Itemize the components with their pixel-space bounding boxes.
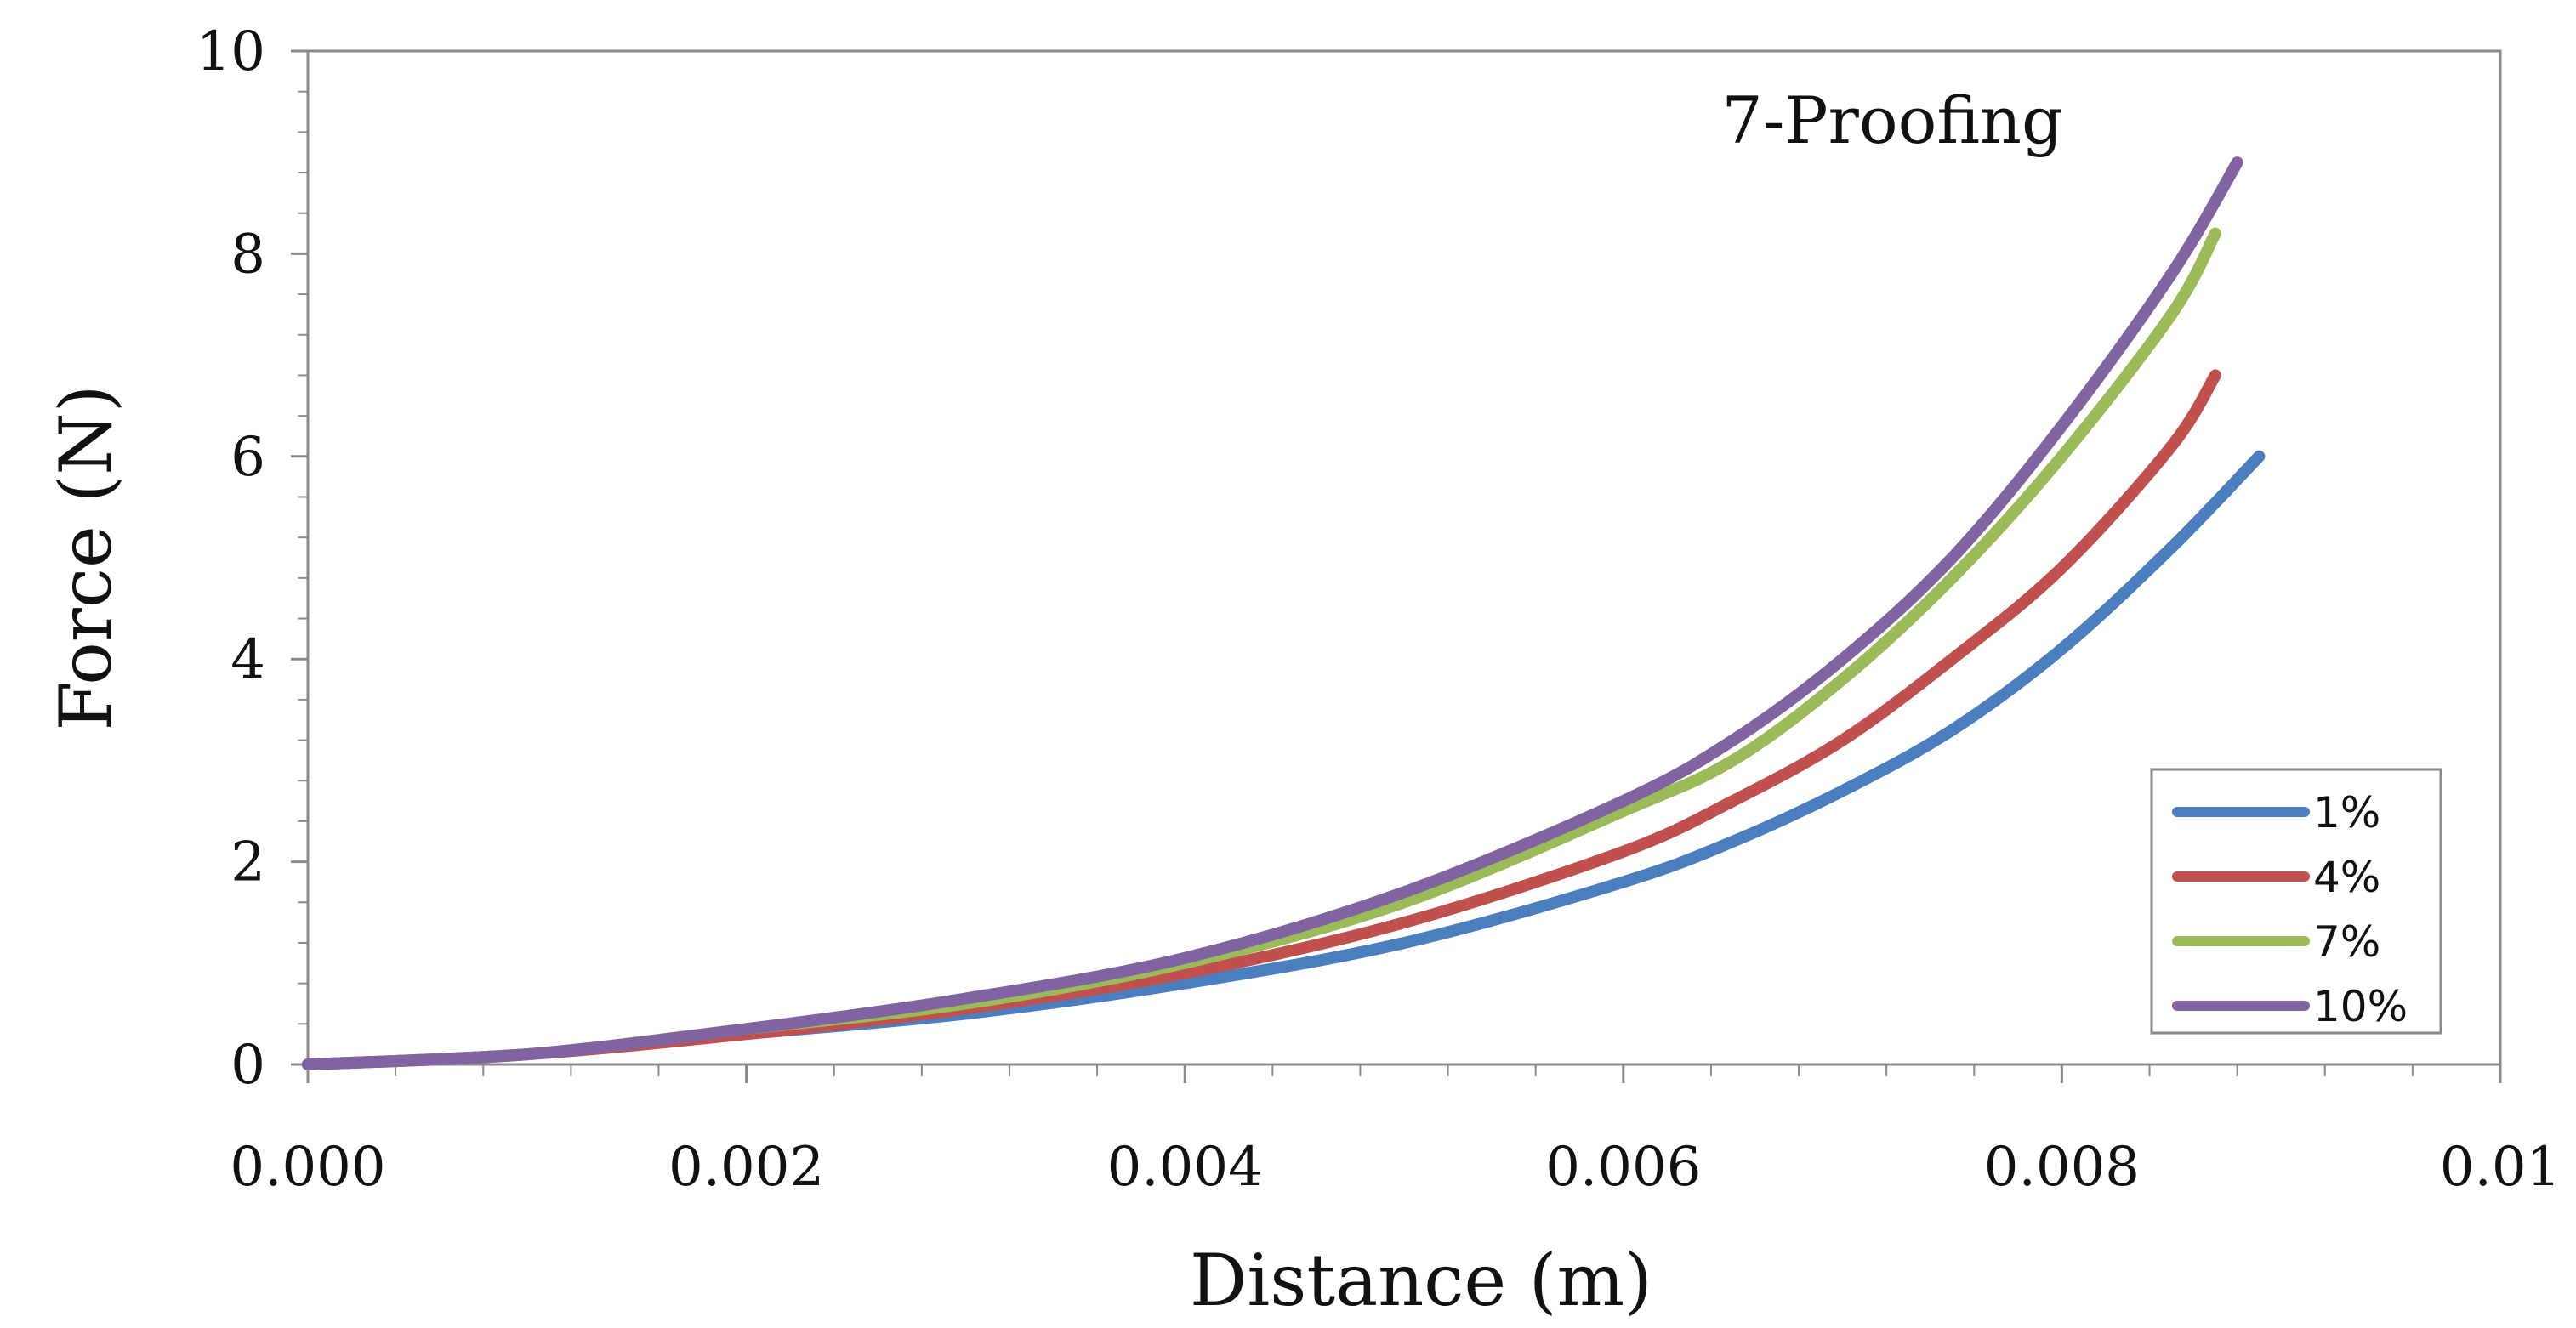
y-tick-label: 8 <box>230 223 265 286</box>
y-tick-label: 4 <box>230 628 265 691</box>
legend-label: 4% <box>2313 853 2380 902</box>
y-tick-label: 0 <box>230 1034 265 1097</box>
y-tick-label: 10 <box>196 20 265 83</box>
x-tick-label: 0.01 <box>2440 1136 2562 1199</box>
y-tick-label: 6 <box>230 426 265 489</box>
x-tick-label: 0.008 <box>1984 1136 2140 1199</box>
chart-title: 7-Proofing <box>1721 82 2062 158</box>
series-line-10pct <box>302 156 2243 1070</box>
x-tick-label: 0.004 <box>1107 1136 1263 1199</box>
plot-area-border <box>306 49 2502 1066</box>
legend-label: 1% <box>2313 788 2380 837</box>
x-tick-label: 0.006 <box>1545 1136 1701 1199</box>
legend-label: 7% <box>2313 917 2380 967</box>
legend-label: 10% <box>2313 982 2408 1031</box>
x-tick-label: 0.000 <box>230 1136 385 1199</box>
x-axis-title: Distance (m) <box>1190 1239 1652 1322</box>
y-tick-label: 2 <box>230 831 265 894</box>
x-tick-label: 0.002 <box>668 1136 824 1199</box>
y-axis-title: Force (N) <box>44 385 128 731</box>
